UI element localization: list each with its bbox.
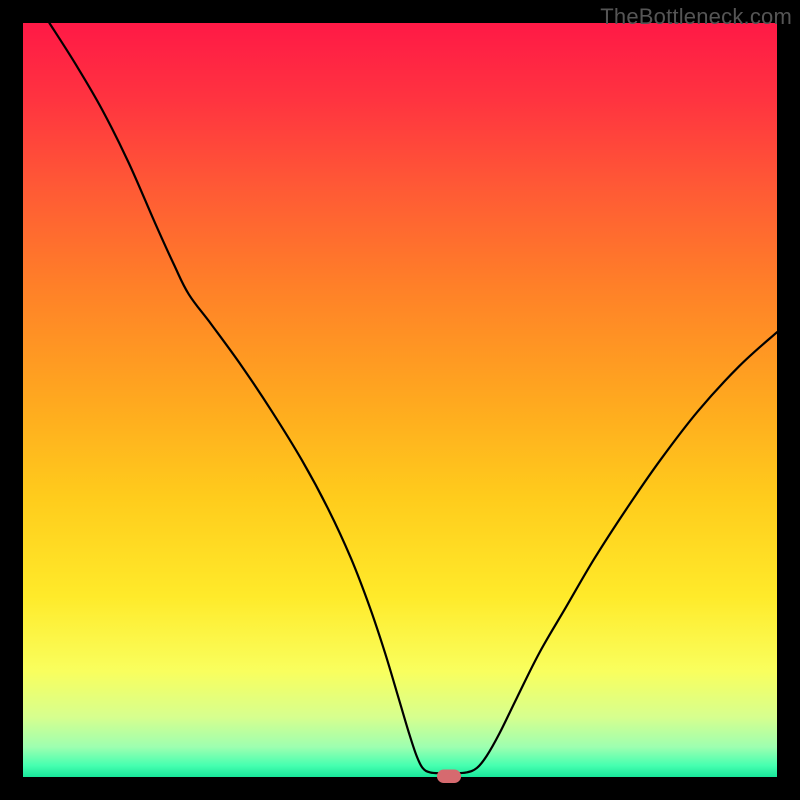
bottleneck-marker: [437, 769, 461, 783]
bottleneck-chart-svg: [0, 0, 800, 800]
plot-area: [23, 23, 777, 777]
chart-stage: TheBottleneck.com: [0, 0, 800, 800]
watermark-text: TheBottleneck.com: [600, 4, 792, 30]
